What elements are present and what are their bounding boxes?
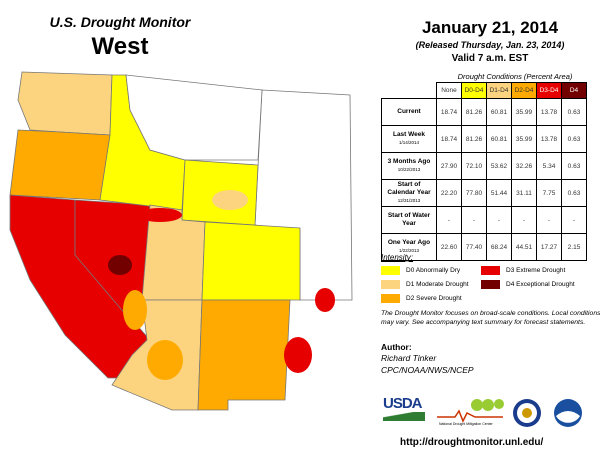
table-caption: Drought Conditions (Percent Area) (457, 72, 573, 81)
table-cell: 32.26 (511, 152, 537, 180)
row-label: One Year Ago 1/22/2013 (381, 233, 437, 261)
column-header: D1-D4 (486, 82, 512, 99)
table-row: Start of Water Year - - - - - - (381, 206, 587, 234)
table-row: Last Week 1/14/2014 18.74 81.26 60.81 35.99 13… (381, 125, 587, 153)
legend-item-d3: D3 Extreme Drought (481, 266, 575, 275)
table-cell: 27.90 (436, 152, 462, 180)
table-cell: 22.20 (436, 179, 462, 207)
ndmc-logo: National Drought Mitigation Center (437, 399, 504, 426)
svg-text:National Drought Mitigation Ce: National Drought Mitigation Center (439, 422, 494, 426)
table-cell: 0.63 (561, 125, 587, 153)
map-date: January 21, 2014 (421, 18, 559, 37)
table-cell: 22.60 (436, 233, 462, 261)
legend-item-d1: D1 Moderate Drought (381, 280, 469, 289)
table-cell: 18.74 (436, 98, 462, 126)
legend-item-d4: D4 Exceptional Drought (481, 280, 575, 289)
row-label: 3 Months Ago 10/22/2013 (381, 152, 437, 180)
table-cell: 77.40 (461, 233, 487, 261)
swatch-d0 (381, 266, 400, 275)
table-cell: 72.10 (461, 152, 487, 180)
column-header: D3-D4 (536, 82, 562, 99)
website-link[interactable]: http://droughtmonitor.unl.edu/ (400, 437, 544, 448)
row-label: Last Week 1/14/2014 (381, 125, 437, 153)
table-cell: 17.27 (536, 233, 562, 261)
d4-nevada (108, 255, 132, 275)
table-cell: - (511, 206, 537, 234)
author-label: Author: (381, 342, 412, 352)
table-cell: - (486, 206, 512, 234)
table-cell: 44.51 (511, 233, 537, 261)
table-cell: - (561, 206, 587, 234)
table-row: 3 Months Ago 10/22/2013 27.90 72.10 53.62 32.… (381, 152, 587, 180)
column-header: None (436, 82, 462, 99)
legend-item-d0: D0 Abnormally Dry (381, 266, 469, 275)
column-header: D4 (561, 82, 587, 99)
table-row: One Year Ago 1/22/2013 22.60 77.40 68.24 44.5… (381, 233, 587, 261)
table-cell: - (536, 206, 562, 234)
usda-logo: USDA (383, 395, 425, 425)
table-cell: 13.78 (536, 125, 562, 153)
d3-new-mexico (284, 337, 312, 373)
table-cell: 51.44 (486, 179, 512, 207)
table-cell: 31.11 (511, 179, 537, 207)
drought-table: None D0-D4 D1-D4 D2-D4 D3-D4 D4 Current 18.74 8… (381, 82, 587, 261)
region-title: West (91, 33, 149, 60)
table-cell: 53.62 (486, 152, 512, 180)
table-cell: 68.24 (486, 233, 512, 261)
legend-right: D3 Extreme Drought D4 Exceptional Drough… (481, 266, 575, 289)
column-header: D2-D4 (511, 82, 537, 99)
valid-time: Valid 7 a.m. EST (451, 53, 529, 64)
table-cell: 7.75 (536, 179, 562, 207)
table-cell: - (436, 206, 462, 234)
row-label: Current (381, 98, 437, 126)
disclaimer-note: The Drought Monitor focuses on broad-sca… (381, 310, 600, 326)
d2-arizona (147, 340, 183, 380)
table-cell: 0.63 (561, 179, 587, 207)
author-info: Richard Tinker CPC/NOAA/NWS/NCEP (381, 353, 474, 375)
table-cell: 77.80 (461, 179, 487, 207)
d3-colorado (315, 288, 335, 312)
state-new-mexico (197, 299, 291, 411)
table-row: Current 18.74 81.26 60.81 35.99 13.78 0.63 (381, 98, 587, 126)
table-cell: 60.81 (486, 125, 512, 153)
d1-wyoming (212, 190, 248, 210)
doc-seal-logo (513, 399, 541, 427)
table-cell: 5.34 (536, 152, 562, 180)
table-cell: 2.15 (561, 233, 587, 261)
row-label: Start of Calendar Year 12/31/2013 (381, 179, 437, 207)
swatch-d4 (481, 280, 500, 289)
d3-idaho (138, 208, 182, 222)
table-cell: 13.78 (536, 98, 562, 126)
state-oregon (9, 129, 111, 201)
row-label: Start of Water Year (381, 206, 437, 234)
drought-map (9, 71, 353, 411)
d2-nevada (123, 290, 147, 330)
noaa-logo (554, 399, 582, 427)
state-washington (17, 71, 113, 136)
table-row: Start of Calendar Year 12/31/2013 22.20 77.… (381, 179, 587, 207)
legend-item-d2: D2 Severe Drought (381, 294, 469, 303)
swatch-d1 (381, 280, 400, 289)
release-date: (Released Thursday, Jan. 23, 2014) (415, 40, 565, 50)
table-cell: 81.26 (461, 98, 487, 126)
table-cell: - (461, 206, 487, 234)
table-cell: 81.26 (461, 125, 487, 153)
table-cell: 60.81 (486, 98, 512, 126)
column-header: D0-D4 (461, 82, 487, 99)
map-title: U.S. Drought Monitor (49, 14, 191, 30)
swatch-d2 (381, 294, 400, 303)
legend-left: D0 Abnormally Dry D1 Moderate Drought D2… (381, 266, 469, 303)
table-cell: 0.63 (561, 152, 587, 180)
legend-title: Intensity: (381, 253, 414, 262)
table-cell: 35.99 (511, 125, 537, 153)
table-cell: 0.63 (561, 98, 587, 126)
state-colorado (201, 221, 301, 301)
swatch-d3 (481, 266, 500, 275)
table-cell: 35.99 (511, 98, 537, 126)
table-cell: 18.74 (436, 125, 462, 153)
